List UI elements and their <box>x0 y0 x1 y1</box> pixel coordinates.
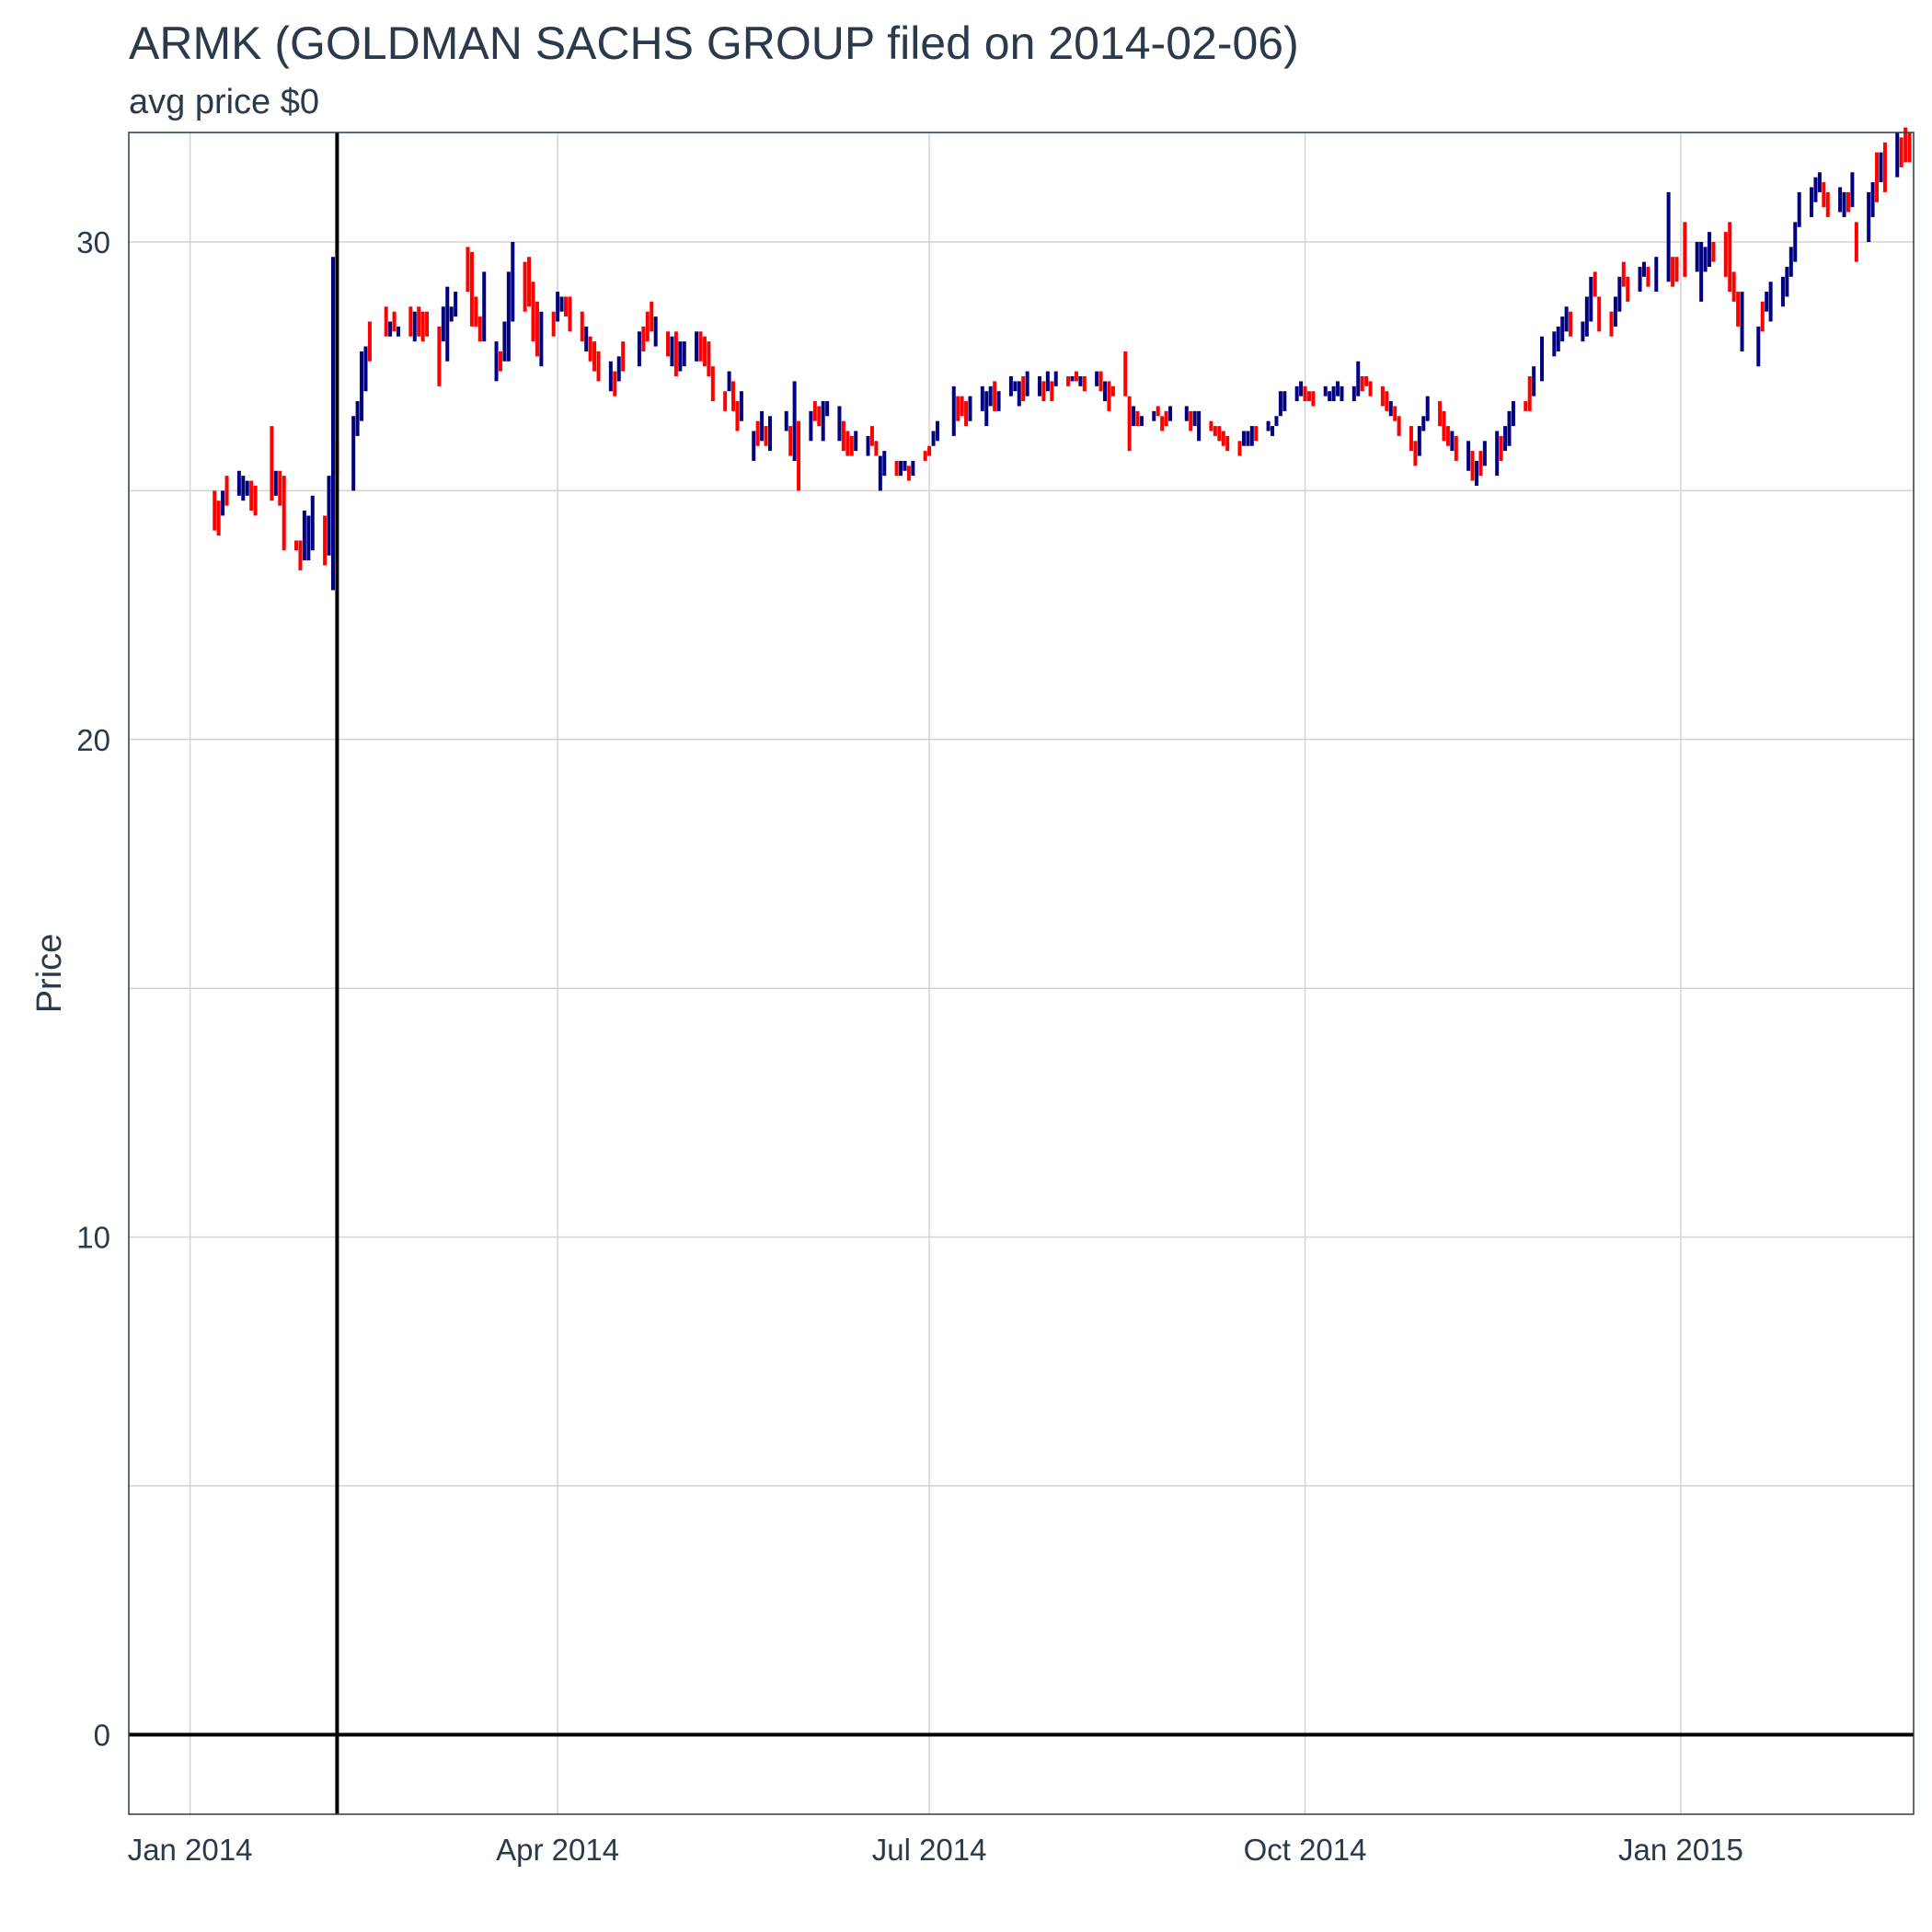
plot-frame <box>128 132 1915 1815</box>
chart-title: ARMK (GOLDMAN SACHS GROUP filed on 2014-… <box>129 17 1299 69</box>
y-tick-label: 0 <box>94 1718 110 1752</box>
reference-lines <box>129 132 1914 1814</box>
x-tick-label: Apr 2014 <box>496 1833 619 1867</box>
y-axis-label: Price <box>30 934 69 1014</box>
y-axis-ticks: 0 10 20 30 <box>76 225 110 1752</box>
x-tick-label: Oct 2014 <box>1244 1833 1367 1867</box>
x-axis-ticks: Jan 2014 Apr 2014 Jul 2014 Oct 2014 Jan 2015 <box>128 1833 1743 1867</box>
x-tick-label: Jan 2015 <box>1618 1833 1743 1867</box>
grid-lines <box>129 132 1914 1814</box>
price-bars <box>213 127 1912 591</box>
y-tick-label: 20 <box>76 723 110 757</box>
x-tick-label: Jan 2014 <box>128 1833 253 1867</box>
y-tick-label: 30 <box>76 225 110 259</box>
chart-subtitle: avg price $0 <box>129 83 320 121</box>
x-tick-label: Jul 2014 <box>872 1833 987 1867</box>
y-tick-label: 10 <box>76 1221 110 1255</box>
